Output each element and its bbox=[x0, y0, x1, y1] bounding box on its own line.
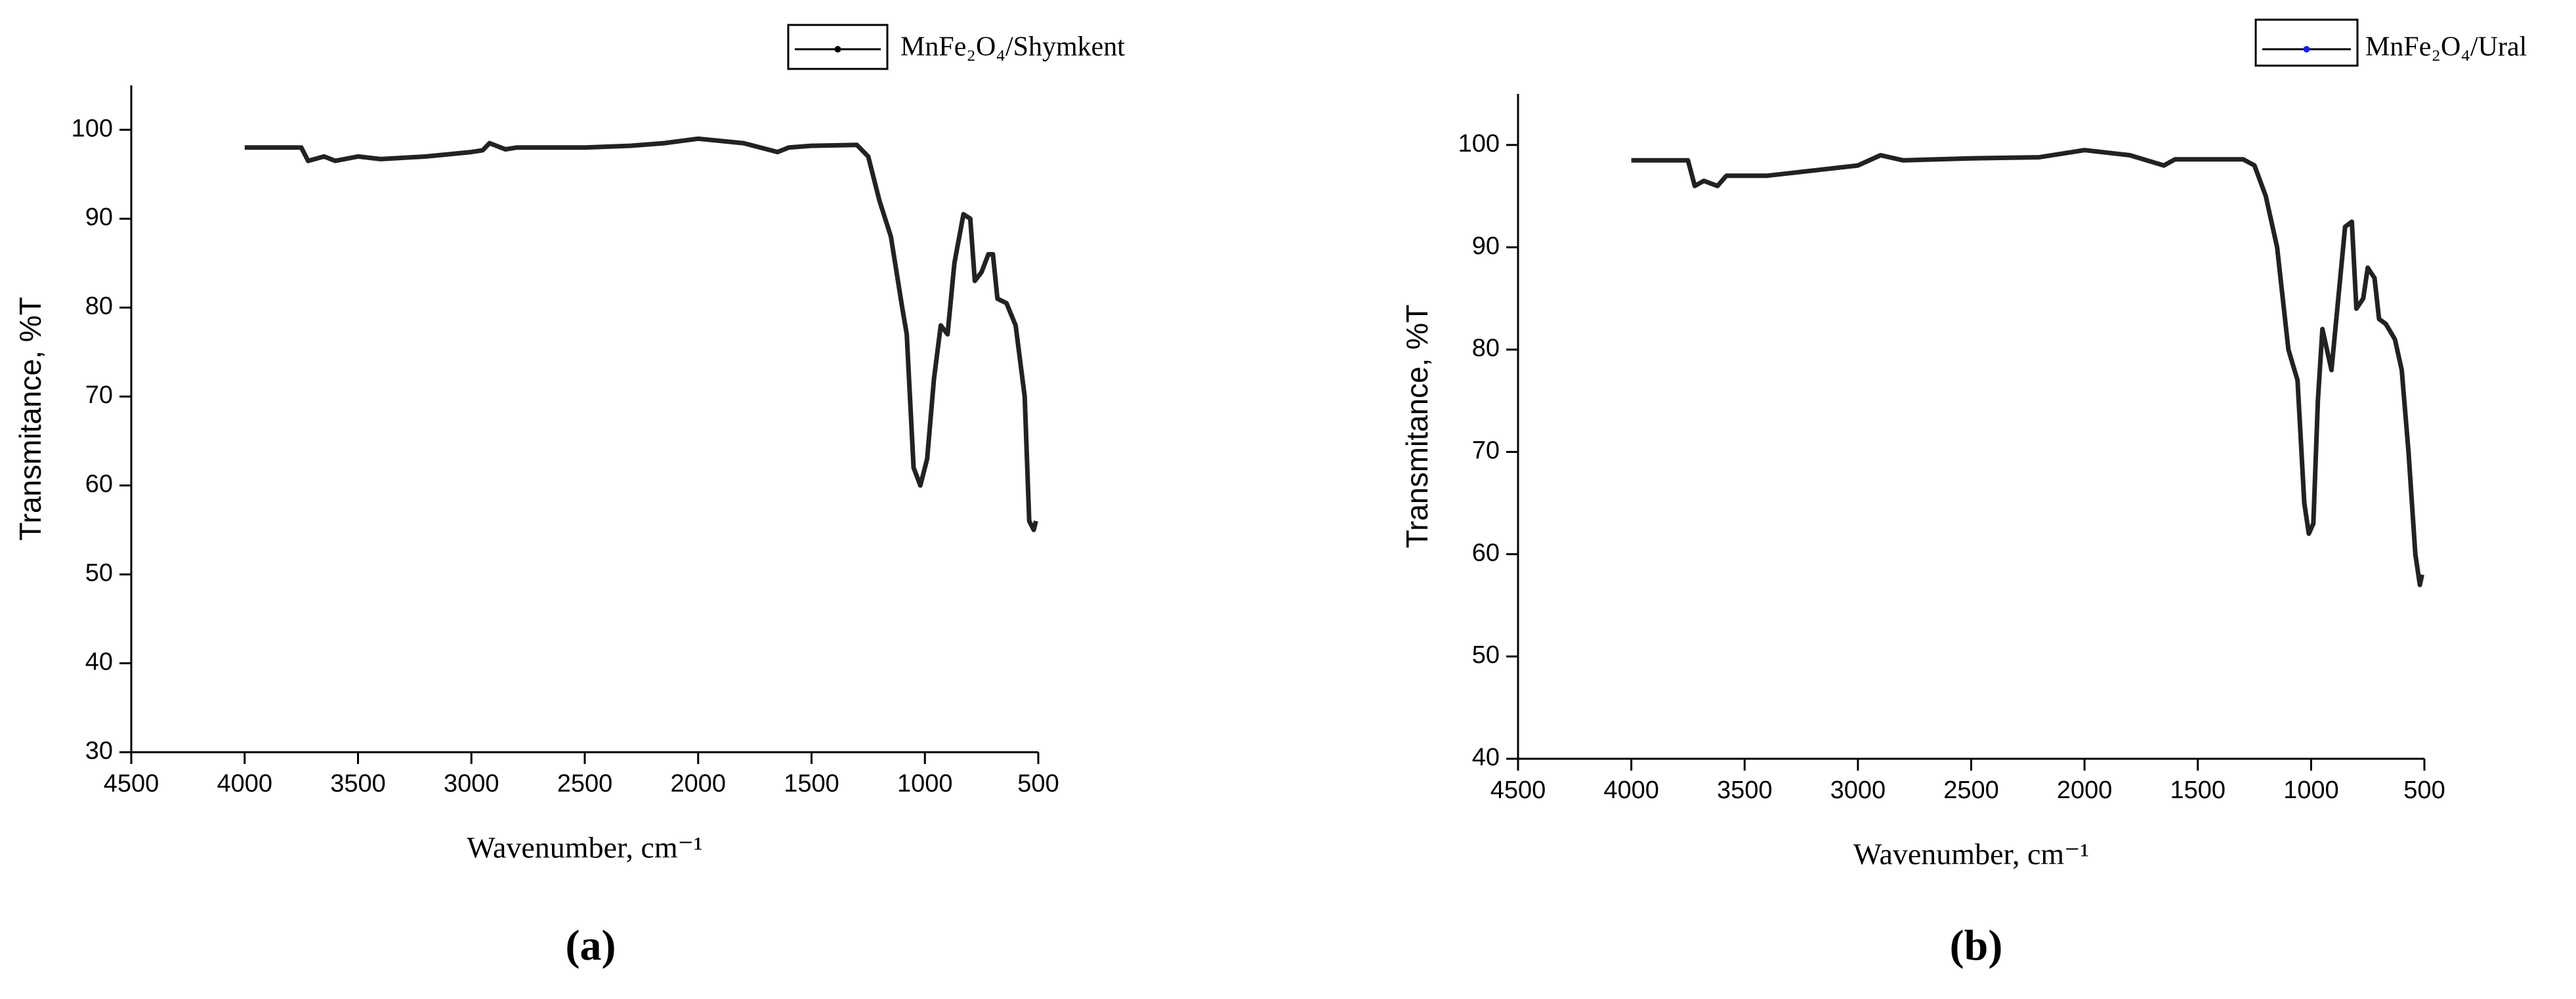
x-tick-label: 1000 bbox=[897, 770, 953, 797]
y-axis-label: Transmitance, %T bbox=[1400, 305, 1434, 549]
x-tick-label: 1000 bbox=[2283, 776, 2339, 804]
y-tick-label: 90 bbox=[1472, 232, 1500, 260]
x-tick-label: 1500 bbox=[2170, 776, 2226, 804]
legend-label: MnFe₂O₄/Ural bbox=[2365, 32, 2527, 62]
legend-marker bbox=[2303, 46, 2310, 53]
x-tick-label: 2000 bbox=[670, 770, 726, 797]
y-tick-label: 70 bbox=[85, 381, 113, 409]
y-tick-label: 90 bbox=[85, 203, 113, 231]
x-tick-label: 3000 bbox=[444, 770, 499, 797]
x-tick-label: 2000 bbox=[2057, 776, 2113, 804]
x-tick-label: 4000 bbox=[1603, 776, 1659, 804]
x-axis-label: Wavenumber, cm⁻¹ bbox=[1853, 838, 2090, 871]
x-tick-label: 500 bbox=[1017, 770, 1059, 797]
y-tick-label: 50 bbox=[1472, 641, 1500, 669]
y-tick-label: 60 bbox=[1472, 539, 1500, 566]
y-tick-label: 80 bbox=[1472, 335, 1500, 362]
y-axis-label: Transmitance, %T bbox=[13, 297, 47, 541]
x-axis-label: Wavenumber, cm⁻¹ bbox=[467, 831, 703, 864]
y-tick-label: 30 bbox=[85, 737, 113, 765]
x-tick-label: 4500 bbox=[104, 770, 159, 797]
legend-box bbox=[2254, 18, 2359, 67]
y-tick-label: 100 bbox=[1458, 130, 1500, 158]
x-tick-label: 3500 bbox=[330, 770, 386, 797]
x-tick-label: 500 bbox=[2403, 776, 2445, 804]
legend-box bbox=[787, 24, 889, 70]
x-tick-label: 3000 bbox=[1830, 776, 1886, 804]
y-tick-label: 50 bbox=[85, 559, 113, 587]
y-tick-label: 60 bbox=[85, 471, 113, 498]
x-tick-label: 3500 bbox=[1717, 776, 1773, 804]
y-tick-label: 100 bbox=[72, 115, 113, 142]
x-tick-label: 1500 bbox=[784, 770, 839, 797]
y-tick-label: 70 bbox=[1472, 436, 1500, 464]
x-tick-label: 4000 bbox=[217, 770, 272, 797]
x-tick-label: 4500 bbox=[1490, 776, 1546, 804]
x-tick-label: 2500 bbox=[557, 770, 613, 797]
x-tick-label: 2500 bbox=[1943, 776, 1999, 804]
panel-label: (b) bbox=[1950, 922, 2003, 969]
panel-label: (a) bbox=[566, 922, 616, 969]
legend-label: MnFe₂O₄/Shymkent bbox=[900, 32, 1125, 62]
y-tick-label: 40 bbox=[1472, 744, 1500, 771]
y-tick-label: 40 bbox=[85, 648, 113, 676]
legend-marker bbox=[834, 46, 841, 53]
data-line bbox=[1631, 148, 2424, 587]
y-tick-label: 80 bbox=[85, 293, 113, 320]
data-line bbox=[244, 136, 1038, 532]
